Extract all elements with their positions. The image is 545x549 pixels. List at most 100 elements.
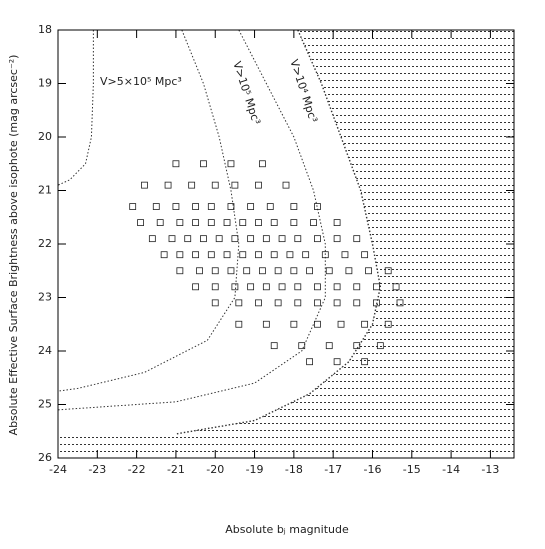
- galaxy-point: [231, 283, 239, 291]
- galaxy-point: [294, 283, 302, 291]
- galaxy-point: [302, 251, 310, 259]
- galaxy-point: [353, 299, 361, 307]
- galaxy-point: [223, 219, 231, 227]
- galaxy-point: [255, 299, 262, 307]
- galaxy-point: [176, 251, 184, 259]
- galaxy-point: [255, 251, 262, 259]
- galaxy-point: [286, 251, 294, 259]
- galaxy-point: [176, 267, 184, 275]
- galaxy-point: [373, 283, 380, 291]
- galaxy-point: [235, 299, 243, 307]
- y-tick-label: 22: [38, 237, 52, 250]
- galaxy-point: [361, 251, 369, 259]
- galaxy-point: [325, 342, 333, 350]
- galaxy-point: [333, 283, 341, 291]
- galaxy-point: [215, 235, 223, 243]
- galaxy-point: [168, 235, 176, 243]
- galaxy-point: [282, 181, 290, 189]
- galaxy-point: [255, 219, 262, 227]
- galaxy-point: [164, 181, 172, 189]
- galaxy-point: [333, 219, 341, 227]
- galaxy-point: [337, 320, 345, 328]
- y-tick-label: 25: [38, 398, 52, 411]
- galaxy-point: [239, 251, 247, 259]
- galaxy-point: [192, 203, 199, 210]
- galaxy-point: [129, 203, 137, 210]
- curve-label: V>5×10⁵ Mpc³: [100, 75, 182, 88]
- galaxy-point: [156, 219, 164, 227]
- galaxy-point: [231, 235, 239, 243]
- galaxy-point: [227, 160, 235, 168]
- galaxy-point: [294, 235, 302, 243]
- galaxy-point: [290, 219, 298, 227]
- galaxy-point: [184, 235, 192, 243]
- galaxy-point: [290, 320, 298, 328]
- y-tick-label: 20: [38, 130, 52, 143]
- x-tick-label: -23: [88, 463, 106, 476]
- galaxy-point: [396, 299, 404, 307]
- volume-curve: [175, 29, 382, 435]
- volume-curve: [57, 30, 94, 186]
- galaxy-point: [306, 358, 313, 366]
- galaxy-point: [270, 342, 278, 350]
- galaxy-point: [247, 203, 255, 210]
- galaxy-point: [333, 299, 341, 307]
- galaxy-point: [278, 283, 286, 291]
- galaxy-point: [192, 219, 199, 227]
- galaxy-point: [172, 203, 180, 210]
- galaxy-point: [200, 160, 207, 168]
- galaxy-point: [148, 235, 156, 243]
- galaxy-point: [290, 203, 298, 210]
- galaxy-point: [247, 235, 255, 243]
- x-tick-label: -24: [49, 463, 67, 476]
- galaxy-point: [172, 160, 180, 168]
- x-tick-label: -18: [285, 463, 303, 476]
- galaxy-point: [353, 342, 361, 350]
- galaxy-point: [247, 283, 255, 291]
- galaxy-point: [274, 299, 282, 307]
- galaxy-point: [294, 299, 302, 307]
- galaxy-point: [290, 267, 298, 275]
- galaxy-point: [270, 251, 278, 259]
- galaxy-point: [188, 181, 196, 189]
- x-tick-label: -16: [363, 463, 381, 476]
- galaxy-point: [259, 160, 266, 168]
- y-tick-label: 23: [38, 291, 52, 304]
- volume-curve: [57, 29, 240, 392]
- x-tick-label: -20: [206, 463, 224, 476]
- galaxy-point: [314, 299, 321, 307]
- galaxy-point: [176, 219, 184, 227]
- galaxy-point: [298, 342, 306, 350]
- galaxy-point: [314, 320, 321, 328]
- galaxy-point: [361, 320, 369, 328]
- x-tick-label: -17: [324, 463, 342, 476]
- y-tick-label: 24: [38, 344, 52, 357]
- galaxy-point: [384, 267, 392, 275]
- galaxy-point: [196, 267, 203, 275]
- galaxy-point: [152, 203, 160, 210]
- y-tick-label: 21: [38, 184, 52, 197]
- x-tick-label: -21: [167, 463, 185, 476]
- galaxy-point: [243, 267, 251, 275]
- galaxy-point: [353, 235, 361, 243]
- galaxy-point: [262, 235, 270, 243]
- galaxy-point: [333, 358, 341, 366]
- galaxy-point: [341, 251, 349, 259]
- x-tick-label: -15: [403, 463, 421, 476]
- galaxy-point: [310, 219, 317, 227]
- galaxy-point: [262, 320, 270, 328]
- galaxy-point: [353, 283, 361, 291]
- x-tick-label: -14: [442, 463, 460, 476]
- galaxy-point: [211, 283, 219, 291]
- galaxy-point: [211, 299, 219, 307]
- galaxy-point: [314, 235, 321, 243]
- galaxy-point: [333, 235, 341, 243]
- galaxy-point: [192, 251, 199, 259]
- galaxy-point: [141, 181, 148, 189]
- x-tick-label: -22: [128, 463, 146, 476]
- hatched-region: [58, 30, 514, 458]
- galaxy-point: [207, 251, 215, 259]
- galaxy-point: [211, 267, 219, 275]
- y-tick-label: 26: [38, 451, 52, 464]
- galaxy-point: [231, 181, 239, 189]
